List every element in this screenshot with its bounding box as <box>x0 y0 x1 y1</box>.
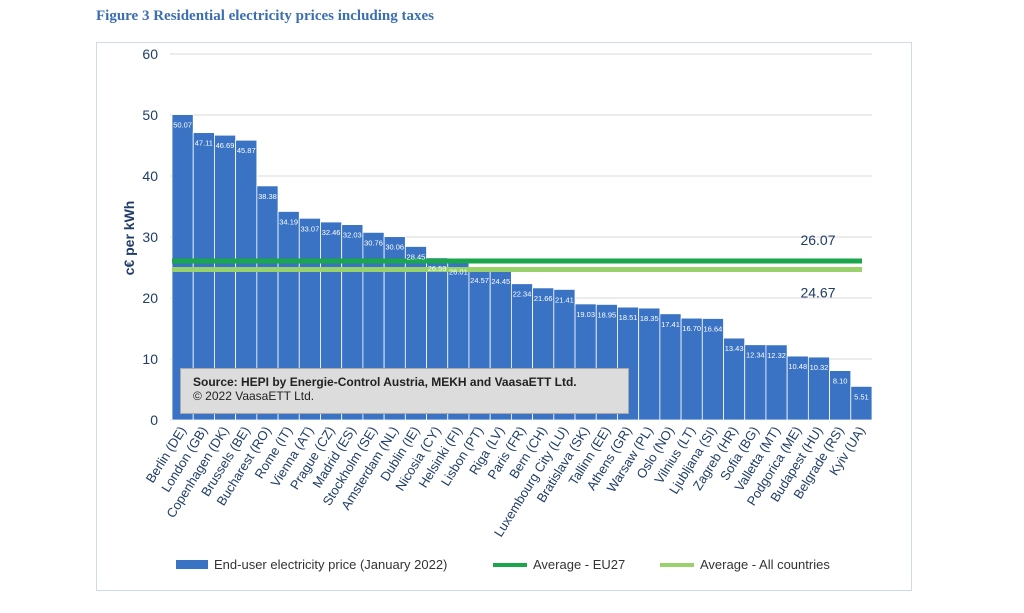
legend-avg-all: Average - All countries <box>660 557 830 572</box>
legend-avg-all-swatch <box>660 562 694 567</box>
y-tick-label: 10 <box>142 351 158 367</box>
data-label: 18.95 <box>597 310 616 319</box>
y-axis-label: c€ per kWh <box>121 201 137 276</box>
bar <box>638 307 661 421</box>
data-label: 30.06 <box>385 243 404 252</box>
bar <box>850 385 873 421</box>
data-label: 38.38 <box>258 192 277 201</box>
data-label: 17.41 <box>661 320 680 329</box>
legend-avg-eu27-swatch <box>493 562 527 567</box>
legend-avg-eu27-label: Average - EU27 <box>533 557 626 572</box>
y-tick-label: 60 <box>142 46 158 62</box>
data-label: 24.57 <box>470 276 489 285</box>
source-line-1: Source: HEPI by Energie-Control Austria,… <box>193 375 577 389</box>
data-label: 5.51 <box>854 392 869 401</box>
reference-line-label: 26.07 <box>800 232 835 248</box>
data-label: 24.45 <box>491 277 510 286</box>
data-label: 18.51 <box>619 313 638 322</box>
data-label: 19.03 <box>576 310 595 319</box>
bar <box>680 317 703 421</box>
reference-line-label: 24.67 <box>800 285 835 301</box>
data-label: 26.01 <box>449 267 468 276</box>
y-tick-label: 20 <box>142 290 158 306</box>
source-box: Source: HEPI by Energie-Control Austria,… <box>180 368 629 414</box>
legend-avg-all-label: Average - All countries <box>700 557 830 572</box>
source-line-2: © 2022 VaasaETT Ltd. <box>193 389 315 403</box>
data-label: 16.70 <box>682 324 701 333</box>
data-label: 32.46 <box>322 228 341 237</box>
data-label: 28.45 <box>407 252 426 261</box>
legend-bars-swatch <box>176 560 208 569</box>
data-label: 18.35 <box>640 314 659 323</box>
data-label: 16.64 <box>704 324 723 333</box>
legend-bars: End-user electricity price (January 2022… <box>176 557 447 572</box>
data-label: 12.32 <box>767 351 786 360</box>
data-label: 46.69 <box>216 141 235 150</box>
data-label: 10.32 <box>810 363 829 372</box>
y-tick-label: 50 <box>142 107 158 123</box>
chart-frame <box>96 42 912 591</box>
data-label: 22.34 <box>513 290 532 299</box>
bar <box>659 313 682 421</box>
data-label: 26.59 <box>428 264 447 273</box>
data-label: 47.11 <box>195 139 213 148</box>
data-label: 21.66 <box>534 294 553 303</box>
data-label: 8.10 <box>833 377 848 386</box>
y-tick-label: 30 <box>142 229 158 245</box>
data-label: 12.34 <box>746 351 765 360</box>
data-label: 33.07 <box>300 224 319 233</box>
data-label: 50.07 <box>173 121 192 130</box>
legend-bars-label: End-user electricity price (January 2022… <box>214 557 448 572</box>
data-label: 30.76 <box>364 238 383 247</box>
data-label: 45.87 <box>237 146 256 155</box>
data-label: 10.48 <box>788 362 807 371</box>
legend-avg-eu27: Average - EU27 <box>493 557 625 572</box>
y-tick-label: 40 <box>142 168 158 184</box>
data-label: 32.03 <box>343 231 362 240</box>
figure-title: Figure 3 Residential electricity prices … <box>96 8 435 24</box>
bar <box>701 318 724 421</box>
data-label: 34.19 <box>279 217 298 226</box>
data-label: 21.41 <box>555 295 574 304</box>
data-label: 13.43 <box>725 344 744 353</box>
y-tick-label: 0 <box>150 412 158 428</box>
